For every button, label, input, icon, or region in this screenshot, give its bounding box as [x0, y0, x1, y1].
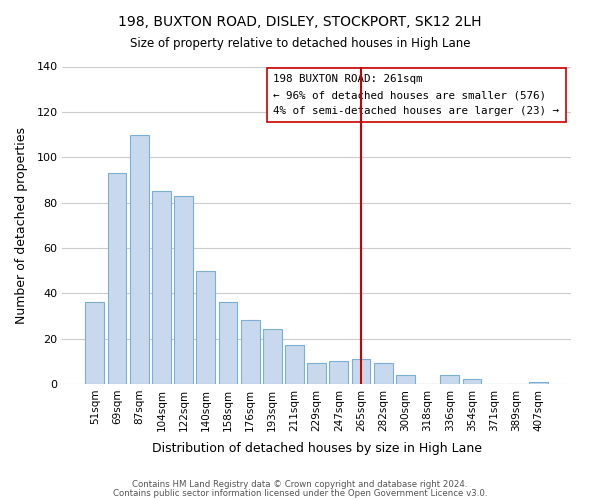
Text: Contains HM Land Registry data © Crown copyright and database right 2024.: Contains HM Land Registry data © Crown c…: [132, 480, 468, 489]
Bar: [152, 191, 171, 384]
Text: Contains public sector information licensed under the Open Government Licence v3: Contains public sector information licen…: [113, 489, 487, 498]
Bar: [307, 364, 326, 384]
Bar: [218, 302, 238, 384]
Bar: [263, 330, 282, 384]
Bar: [374, 364, 392, 384]
Bar: [329, 361, 348, 384]
Bar: [440, 375, 459, 384]
Bar: [130, 134, 149, 384]
Text: 198 BUXTON ROAD: 261sqm
← 96% of detached houses are smaller (576)
4% of semi-de: 198 BUXTON ROAD: 261sqm ← 96% of detache…: [274, 74, 559, 116]
Bar: [174, 196, 193, 384]
Y-axis label: Number of detached properties: Number of detached properties: [15, 126, 28, 324]
Bar: [285, 346, 304, 384]
Bar: [396, 375, 415, 384]
Bar: [85, 302, 104, 384]
Text: 198, BUXTON ROAD, DISLEY, STOCKPORT, SK12 2LH: 198, BUXTON ROAD, DISLEY, STOCKPORT, SK1…: [118, 15, 482, 29]
Bar: [463, 380, 481, 384]
Bar: [241, 320, 260, 384]
Bar: [529, 382, 548, 384]
Bar: [196, 270, 215, 384]
Text: Size of property relative to detached houses in High Lane: Size of property relative to detached ho…: [130, 38, 470, 51]
Bar: [107, 173, 127, 384]
X-axis label: Distribution of detached houses by size in High Lane: Distribution of detached houses by size …: [152, 442, 482, 455]
Bar: [352, 359, 370, 384]
